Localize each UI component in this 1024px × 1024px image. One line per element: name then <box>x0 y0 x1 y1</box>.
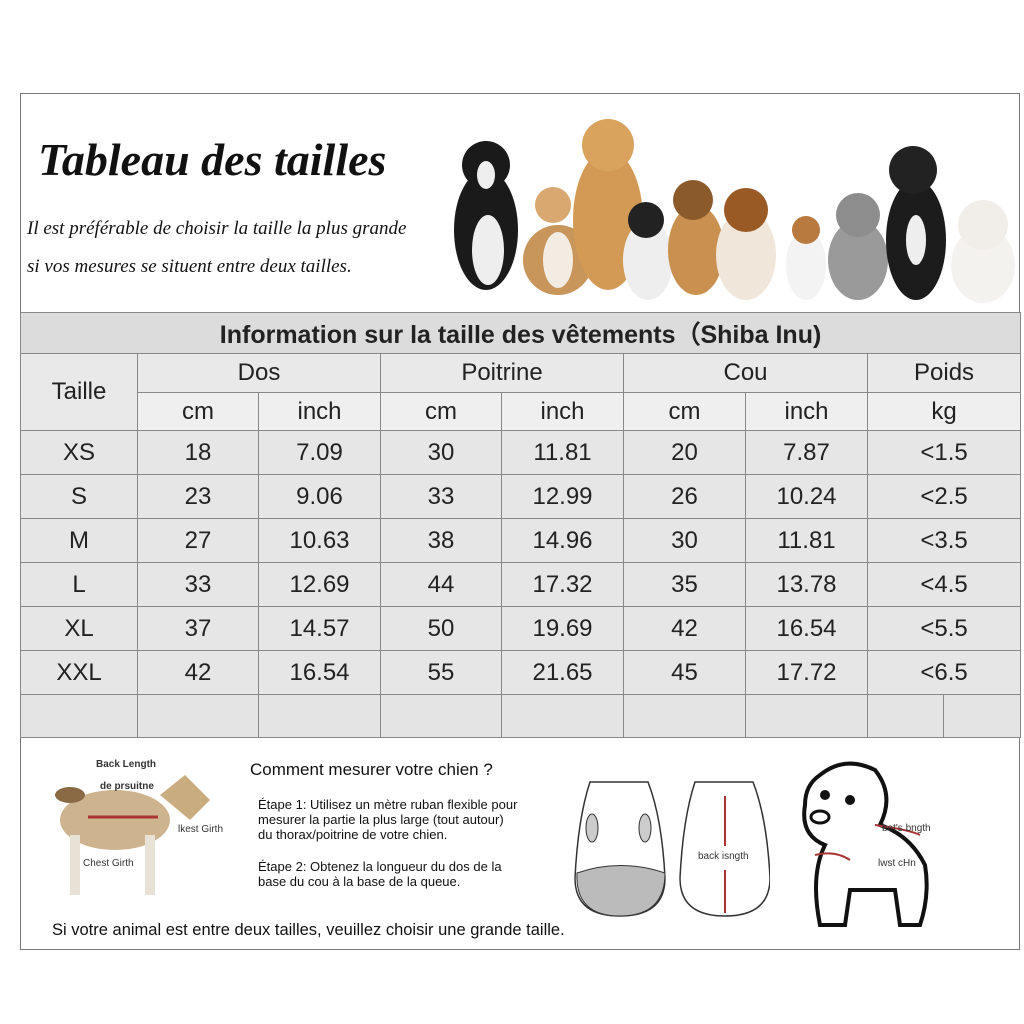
value-cell: 30 <box>380 430 502 475</box>
dog-measure-illustration <box>55 775 210 895</box>
value-cell: 18 <box>137 430 259 475</box>
table-caption: Information sur la taille des vêtements（… <box>19 312 1022 354</box>
garment-diagrams <box>574 781 770 917</box>
value-cell: 20 <box>623 430 746 475</box>
table-row: M 27 10.63 38 14.96 30 11.81 <3.5 <box>20 518 1022 563</box>
value-cell: <2.5 <box>866 474 1022 519</box>
value-cell: 10.63 <box>258 518 381 563</box>
size-advice-note: Si votre animal est entre deux tailles, … <box>52 921 565 939</box>
value-cell: <3.5 <box>866 518 1022 563</box>
unit-header: cm <box>623 392 746 431</box>
dog-label: Back Length <box>96 759 157 770</box>
pets-photo <box>454 119 1015 303</box>
value-cell: 7.87 <box>745 430 868 475</box>
value-cell: 14.96 <box>501 518 624 563</box>
value-cell: 10.24 <box>745 474 868 519</box>
value-cell: 12.69 <box>258 562 381 607</box>
size-cell: XL <box>20 606 138 651</box>
table-row: S 23 9.06 33 12.99 26 10.24 <2.5 <box>20 474 1022 519</box>
value-cell: 12.99 <box>501 474 624 519</box>
value-cell: 38 <box>380 518 502 563</box>
value-cell: 13.78 <box>745 562 868 607</box>
page-title: Tableau des tailles <box>38 134 387 185</box>
size-cell: XS <box>20 430 138 475</box>
value-cell: 17.32 <box>501 562 624 607</box>
value-cell: 42 <box>137 650 259 695</box>
value-cell: <4.5 <box>866 562 1022 607</box>
value-cell: 44 <box>380 562 502 607</box>
subtitle-line-2: si vos mesures se situent entre deux tai… <box>27 256 352 277</box>
subtitle-line-1: Il est préférable de choisir la taille l… <box>27 218 407 239</box>
guide-step-2: Étape 2: Obtenez la longueur du dos de l… <box>258 859 502 889</box>
value-cell: 42 <box>623 606 746 651</box>
table-row: XXL 42 16.54 55 21.65 45 17.72 <6.5 <box>20 650 1022 695</box>
size-column-header: Taille <box>20 353 138 431</box>
table-row: XL 37 14.57 50 19.69 42 16.54 <5.5 <box>20 606 1022 651</box>
dog-illustrations <box>454 119 1015 303</box>
value-cell: 33 <box>137 562 259 607</box>
value-cell: 50 <box>380 606 502 651</box>
value-cell: 9.06 <box>258 474 381 519</box>
value-cell: <6.5 <box>866 650 1022 695</box>
group-header-cou: Cou <box>623 353 868 393</box>
unit-header: inch <box>501 392 624 431</box>
value-cell: 37 <box>137 606 259 651</box>
group-header-dos: Dos <box>137 353 381 393</box>
group-header-poids: Poids <box>866 353 1022 393</box>
empty-row <box>20 694 1022 738</box>
value-cell: 35 <box>623 562 746 607</box>
puppy-label: bet's bngth <box>882 823 931 834</box>
value-cell: 27 <box>137 518 259 563</box>
size-cell: S <box>20 474 138 519</box>
size-cell: L <box>20 562 138 607</box>
value-cell: 19.69 <box>501 606 624 651</box>
value-cell: 45 <box>623 650 746 695</box>
size-cell: M <box>20 518 138 563</box>
guide-heading: Comment mesurer votre chien ? <box>250 760 493 779</box>
unit-header: inch <box>258 392 381 431</box>
guide-step-1: Étape 1: Utilisez un mètre ruban flexibl… <box>258 797 518 842</box>
value-cell: 55 <box>380 650 502 695</box>
value-cell: 30 <box>623 518 746 563</box>
value-cell: 21.65 <box>501 650 624 695</box>
value-cell: 11.81 <box>501 430 624 475</box>
group-header-poitrine: Poitrine <box>380 353 624 393</box>
dog-label: lkest Girth <box>178 824 224 835</box>
value-cell: 17.72 <box>745 650 868 695</box>
value-cell: 23 <box>137 474 259 519</box>
table-row: L 33 12.69 44 17.32 35 13.78 <4.5 <box>20 562 1022 607</box>
value-cell: 16.54 <box>745 606 868 651</box>
dog-label: Chest Girth <box>83 858 134 869</box>
value-cell: 14.57 <box>258 606 381 651</box>
puppy-outline-illustration <box>802 761 929 927</box>
value-cell: 11.81 <box>745 518 868 563</box>
value-cell: 26 <box>623 474 746 519</box>
size-cell: XXL <box>20 650 138 695</box>
value-cell: <5.5 <box>866 606 1022 651</box>
value-cell: 7.09 <box>258 430 381 475</box>
garment-label: back isngth <box>698 851 749 862</box>
value-cell: 16.54 <box>258 650 381 695</box>
dog-label: de prsuitne <box>100 781 154 792</box>
unit-header: cm <box>380 392 502 431</box>
unit-header: cm <box>137 392 259 431</box>
table-row: XS 18 7.09 30 11.81 20 7.87 <1.5 <box>20 430 1022 475</box>
puppy-label: lwst cHn <box>878 858 916 869</box>
size-table: Information sur la taille des vêtements（… <box>19 312 1022 738</box>
unit-header: inch <box>745 392 868 431</box>
unit-header: kg <box>866 392 1022 431</box>
value-cell: <1.5 <box>866 430 1022 475</box>
value-cell: 33 <box>380 474 502 519</box>
